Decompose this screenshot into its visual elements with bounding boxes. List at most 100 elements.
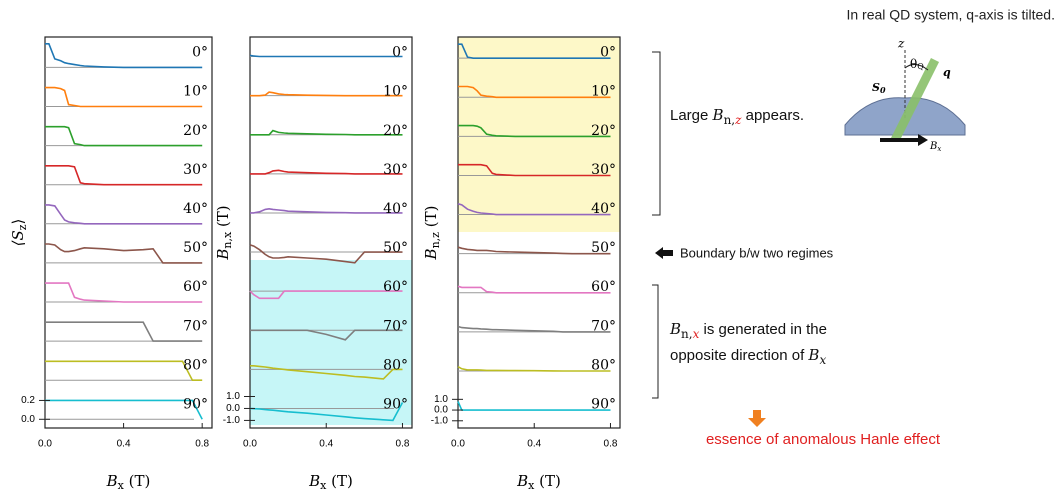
y-label-part: B (422, 248, 440, 260)
y-label-part: z (16, 224, 29, 230)
shade-yellow (458, 37, 620, 232)
boundary-arrow (655, 247, 673, 259)
trace (45, 125, 203, 147)
y-axis-label: ⟨Sz⟩ (9, 219, 29, 247)
trace (457, 365, 611, 372)
trace (457, 401, 611, 411)
x-tick-label: 0.0 (243, 439, 257, 450)
trace (457, 203, 611, 216)
angle-label: 60° (383, 279, 408, 295)
angle-label: 10° (383, 84, 408, 100)
x-label-part: x (118, 479, 125, 492)
trace (457, 325, 611, 333)
trace (250, 329, 403, 341)
theta-label: θQ (910, 57, 924, 72)
angle-label: 60° (183, 279, 208, 295)
trace (45, 321, 203, 342)
trace (458, 163, 611, 177)
trace (250, 169, 403, 175)
y-label-part: B (214, 249, 232, 261)
x-tick-label: 0.8 (604, 439, 618, 450)
angle-label: 20° (383, 123, 408, 139)
trace (45, 399, 203, 420)
frame (457, 36, 621, 429)
trace (45, 282, 203, 303)
large-note: Large Bn,z appears. (670, 106, 804, 127)
y-tick-label: -1.0 (431, 415, 449, 426)
angle-label: 30° (383, 162, 408, 178)
trace (458, 124, 611, 138)
top-note: In real QD system, q-axis is tilted. (846, 7, 1055, 23)
q-label: q (943, 66, 951, 79)
bx-label: Bx (929, 141, 941, 154)
generated-line1: Bn,x is generated in the (669, 320, 827, 341)
bx-arrowhead (918, 134, 928, 146)
angle-label: 30° (183, 162, 208, 178)
y-axis-label: Bn,x (T) (214, 205, 234, 260)
x-label-part: x (320, 479, 327, 492)
y-tick-label: 1.0 (226, 391, 240, 402)
x-axis-label: Bx (T) (308, 472, 353, 492)
x-axis-label: Bx (T) (106, 472, 151, 492)
y-label-part: ⟩ (9, 219, 27, 225)
angle-label: 50° (383, 240, 408, 256)
bracket-top (652, 51, 661, 216)
x-tick-label: 0.8 (195, 439, 209, 450)
y-tick-label: 0.0 (226, 403, 240, 414)
angle-label: 80° (383, 357, 408, 373)
x-tick-label: 0.4 (319, 439, 333, 450)
angle-label: 80° (183, 357, 208, 373)
y-axis-label: Bn,z (T) (422, 206, 442, 261)
q-axis (890, 57, 940, 143)
x-tick-label: 0.0 (38, 439, 52, 450)
s-label: S0 (872, 81, 886, 95)
trace (457, 246, 611, 255)
z-label: z (897, 37, 905, 51)
x-axis-label: Bx (T) (516, 472, 561, 492)
y-label-part: ⟨S (9, 230, 27, 246)
frame (44, 36, 213, 429)
angle-label: 10° (591, 84, 616, 100)
trace (458, 43, 611, 59)
trace (249, 54, 403, 58)
angle-label: 90° (383, 397, 408, 413)
x-tick-label: 0.8 (396, 439, 410, 450)
y-tick-label: 1.0 (434, 394, 448, 405)
angle-label: 40° (591, 201, 616, 217)
y-tick-label: 0.0 (434, 405, 448, 416)
bracket-bottom (652, 284, 659, 399)
y-label-part: n,x (221, 231, 234, 249)
x-label-part: B (308, 472, 320, 490)
essence-note: essence of anomalous Hanle effect (706, 431, 941, 448)
trace (45, 86, 203, 108)
angle-label: 20° (591, 123, 616, 139)
y-label-part: (T) (214, 205, 232, 231)
trace (45, 243, 203, 264)
x-tick-label: 0.4 (117, 439, 131, 450)
angle-label: 40° (183, 201, 208, 217)
frame (249, 36, 413, 429)
x-tick-label: 0.0 (451, 439, 465, 450)
angle-label: 0° (192, 45, 208, 61)
trace (250, 91, 403, 97)
y-tick-label: -1.0 (223, 415, 241, 426)
y-tick-label: 0.0 (21, 414, 35, 425)
angle-label: 40° (383, 201, 408, 217)
trace (45, 43, 203, 69)
trace (249, 290, 403, 300)
y-label-part: (T) (422, 206, 440, 232)
angle-label: 70° (383, 318, 408, 334)
generated-line2: opposite direction of Bx (670, 346, 826, 367)
trace (45, 360, 203, 381)
trace (250, 129, 403, 136)
angle-label: 30° (591, 162, 616, 178)
boundary-note: Boundary b/w two regimes (680, 245, 834, 260)
angle-label: 10° (183, 84, 208, 100)
angle-label: 80° (591, 357, 616, 373)
x-label-part: (T) (534, 472, 560, 490)
trace (249, 244, 403, 264)
trace (458, 85, 611, 99)
charts: 0° 10° 20° 30° 40° 50° 60° 70° 80° 90° 0.0 0.2 ⟨Sz⟩ 0… (9, 36, 621, 492)
angle-label: 90° (591, 397, 616, 413)
